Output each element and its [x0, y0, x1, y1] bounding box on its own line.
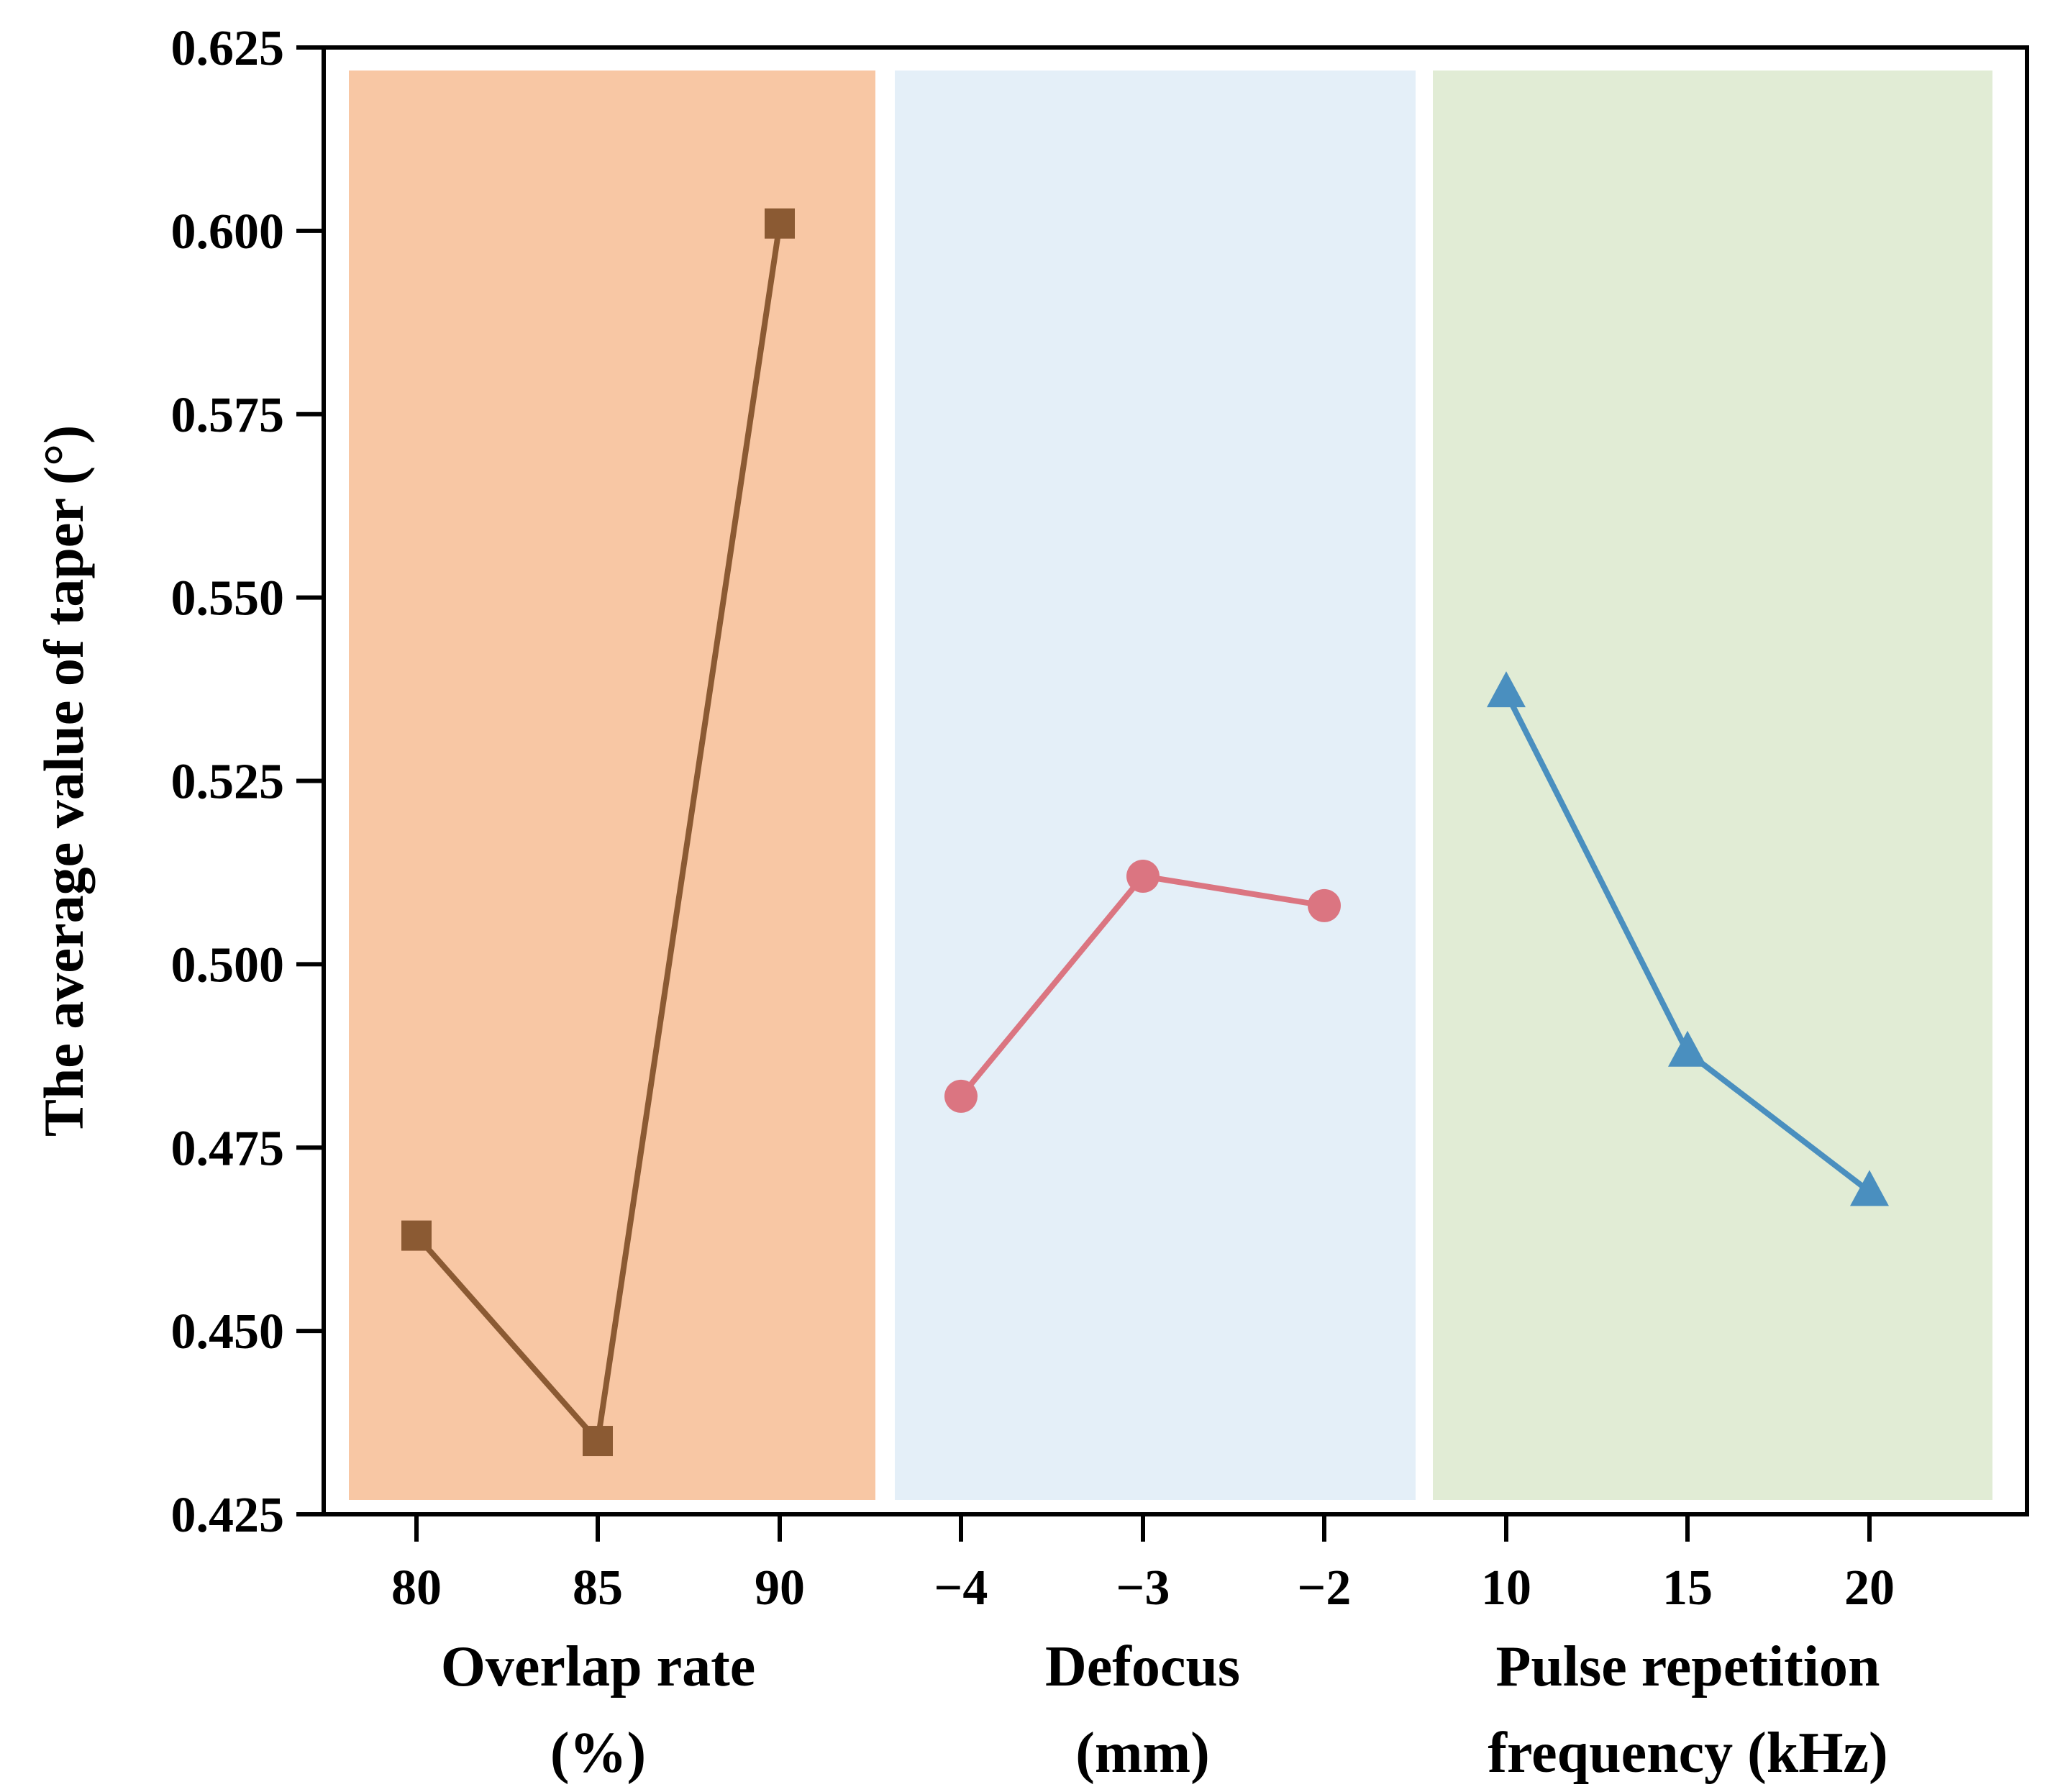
group-background [895, 71, 1416, 1500]
data-point [1308, 888, 1341, 922]
x-tick-label: 20 [1844, 1560, 1895, 1616]
y-axis: 0.425 0.450 0.475 0.500 0.525 0.550 0.575 0.600… [171, 21, 324, 1543]
x-tick-label: 90 [755, 1560, 805, 1616]
group-title-unit: (%) [550, 1721, 646, 1785]
group-title: Overlap rate [441, 1635, 756, 1698]
x-axis: 80 85 90 Overlap rate (%) −4 −3 −2 Defocus (mm) 10… [391, 1514, 1895, 1785]
series-layer [401, 208, 1889, 1457]
group-title-unit: (mm) [1075, 1721, 1210, 1785]
y-tick-label: 0.425 [171, 1488, 285, 1543]
data-point [1126, 860, 1160, 893]
group-title: Pulse repetition [1495, 1635, 1880, 1698]
y-tick-label: 0.625 [171, 21, 285, 76]
data-point [1850, 1170, 1889, 1206]
group-background [1433, 71, 1992, 1500]
x-tick-label: −2 [1298, 1560, 1352, 1616]
group-title: Defocus [1045, 1635, 1240, 1698]
y-tick-label: 0.475 [171, 1121, 285, 1176]
x-tick-label: 85 [573, 1560, 623, 1616]
x-tick-label: 15 [1662, 1560, 1713, 1616]
y-tick-label: 0.600 [171, 204, 285, 260]
y-tick-label: 0.525 [171, 755, 285, 810]
data-point [1668, 1030, 1707, 1067]
x-tick-label: 80 [391, 1560, 442, 1616]
y-tick-label: 0.550 [171, 571, 285, 627]
y-tick-label: 0.450 [171, 1304, 285, 1360]
y-tick-label: 0.575 [171, 388, 285, 443]
y-axis-title: The average value of taper (°) [32, 425, 95, 1137]
x-tick-label: −4 [934, 1560, 988, 1616]
x-tick-label: 10 [1481, 1560, 1531, 1616]
y-tick-label: 0.500 [171, 937, 285, 993]
group-title-unit: frequency (kHz) [1488, 1721, 1887, 1785]
data-point [401, 1220, 432, 1251]
group-background [349, 71, 875, 1500]
x-tick-label: −3 [1116, 1560, 1170, 1616]
data-point [1487, 671, 1526, 708]
data-point [765, 208, 795, 239]
data-point [944, 1079, 978, 1113]
group-backgrounds [349, 71, 1992, 1500]
data-point [583, 1426, 613, 1457]
